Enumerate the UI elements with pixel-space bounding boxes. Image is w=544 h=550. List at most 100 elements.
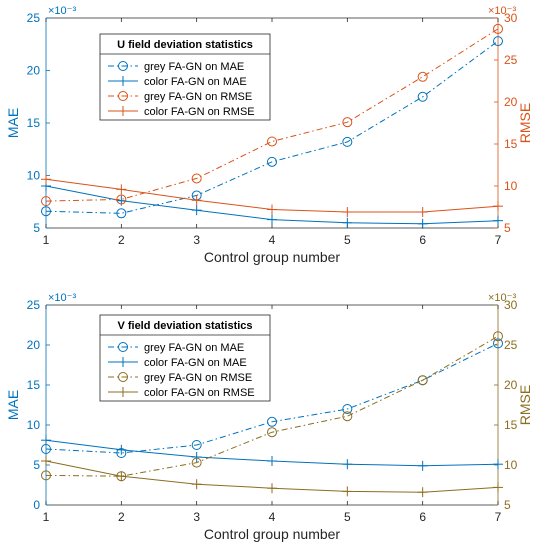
- left-y-axis-label: MAE: [5, 390, 21, 420]
- data-point: [191, 452, 202, 462]
- x-tick-label: 1: [43, 233, 50, 247]
- x-tick-label: 1: [43, 510, 50, 524]
- data-point: [118, 106, 128, 116]
- legend-label: grey FA-GN on RMSE: [144, 91, 252, 103]
- data-point: [116, 184, 127, 195]
- legend-box: [99, 33, 271, 121]
- legend: U field deviation statistics grey FA-GN o…: [99, 33, 271, 121]
- data-point: [118, 91, 128, 101]
- right-y-tick-label: 5: [504, 498, 511, 512]
- data-point: [417, 218, 428, 229]
- series-2: [41, 435, 503, 471]
- x-tick-label: 4: [269, 510, 276, 524]
- legend: V field deviation statistics grey FA-GN o…: [99, 314, 271, 402]
- data-point: [191, 479, 202, 490]
- data-point: [116, 471, 127, 482]
- data-point: [191, 173, 202, 184]
- series-3: [41, 331, 503, 482]
- series-3: [41, 23, 503, 207]
- data-point: [493, 331, 503, 342]
- left-y-tick-label: 5: [33, 221, 40, 235]
- data-point: [493, 23, 503, 34]
- data-point: [191, 440, 202, 450]
- data-point: [267, 156, 277, 167]
- right-axis-exponent: ×10⁻³: [488, 5, 516, 17]
- left-y-axis-label: MAE: [5, 108, 21, 138]
- left-y-tick-label: 0: [33, 498, 40, 512]
- legend-label: color FA-GN on RMSE: [144, 387, 255, 399]
- right-y-tick-label: 20: [504, 378, 518, 392]
- legend-title: U field deviation statistics: [117, 39, 253, 51]
- data-point: [267, 136, 277, 147]
- data-point: [267, 214, 277, 225]
- series-line: [45, 40, 499, 214]
- left-y-tick-label: 15: [27, 116, 41, 130]
- x-tick-label: 6: [419, 510, 426, 524]
- data-point: [493, 338, 503, 349]
- series-4: [41, 456, 503, 498]
- x-tick-label: 7: [495, 233, 502, 247]
- data-point: [118, 61, 128, 71]
- data-point: [118, 76, 128, 86]
- data-point: [493, 215, 503, 226]
- legend-entry: grey FA-GN on MAE: [108, 61, 244, 73]
- x-tick-label: 2: [118, 510, 125, 524]
- x-tick-label: 5: [344, 510, 351, 524]
- data-point: [191, 457, 202, 468]
- data-point: [342, 486, 353, 497]
- series-4: [41, 174, 503, 218]
- legend-entry: color FA-GN on RMSE: [108, 387, 255, 399]
- right-y-tick-label: 10: [504, 458, 518, 472]
- data-point: [267, 456, 277, 466]
- legend-box: [99, 314, 271, 402]
- left-y-tick-label: 5: [33, 458, 40, 472]
- legend-title: V field deviation statistics: [117, 320, 252, 332]
- right-y-tick-label: 30: [504, 11, 518, 25]
- legend-entry: color FA-GN on MAE: [108, 357, 247, 369]
- data-point: [41, 206, 51, 217]
- data-point: [493, 459, 503, 470]
- x-axis-label: Control group number: [204, 526, 341, 542]
- left-y-tick-label: 25: [27, 11, 41, 25]
- series-line: [45, 335, 499, 477]
- data-point: [342, 411, 353, 422]
- x-tick-label: 3: [193, 510, 200, 524]
- right-axis-exponent: ×10⁻³: [488, 292, 516, 304]
- x-tick-label: 6: [419, 233, 426, 247]
- right-y-tick-label: 10: [504, 179, 518, 193]
- data-point: [417, 207, 428, 218]
- right-y-tick-label: 30: [504, 298, 518, 312]
- x-tick-label: 4: [269, 233, 276, 247]
- data-point: [118, 372, 128, 382]
- data-point: [41, 470, 51, 481]
- data-point: [191, 205, 202, 216]
- data-point: [118, 357, 128, 367]
- x-tick-label: 7: [495, 510, 502, 524]
- x-tick-label: 2: [118, 233, 125, 247]
- data-point: [493, 482, 503, 493]
- x-tick-label: 5: [344, 233, 351, 247]
- legend-label: grey FA-GN on MAE: [144, 61, 244, 73]
- left-y-tick-label: 10: [27, 418, 41, 432]
- data-point: [342, 207, 353, 218]
- left-y-tick-label: 20: [27, 64, 41, 78]
- x-tick-label: 3: [193, 233, 200, 247]
- right-y-tick-label: 15: [504, 137, 518, 151]
- legend-label: color FA-GN on MAE: [144, 357, 247, 369]
- left-y-tick-label: 10: [27, 169, 41, 183]
- data-point: [116, 444, 127, 455]
- data-point: [342, 136, 353, 147]
- right-y-tick-label: 15: [504, 418, 518, 432]
- right-y-tick-label: 25: [504, 53, 518, 67]
- data-point: [417, 71, 428, 82]
- data-point: [342, 459, 353, 470]
- data-point: [417, 460, 428, 471]
- data-point: [118, 387, 128, 397]
- data-point: [267, 427, 277, 438]
- right-y-tick-label: 5: [504, 221, 511, 235]
- legend-entry: grey FA-GN on RMSE: [108, 91, 252, 103]
- data-point: [116, 208, 127, 219]
- right-y-axis-label: RMSE: [517, 385, 533, 425]
